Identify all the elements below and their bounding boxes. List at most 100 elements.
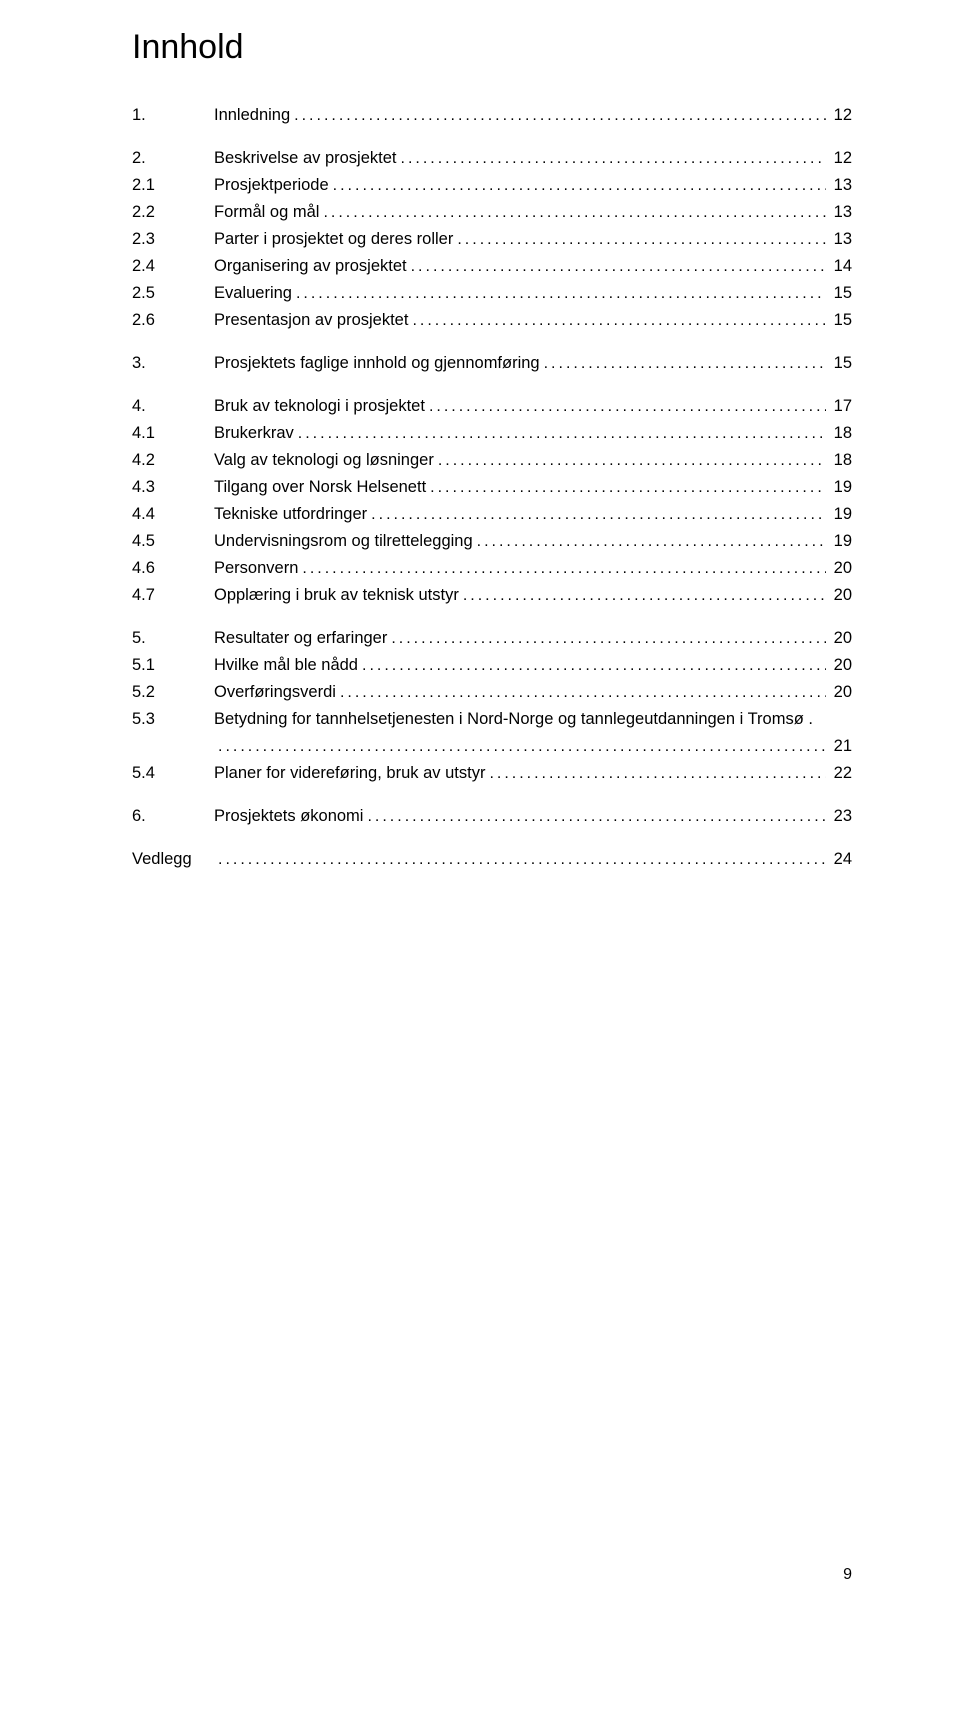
- toc-entry-number: 2.: [132, 148, 214, 169]
- toc-entry-label: Valg av teknologi og løsninger: [214, 450, 434, 471]
- toc-row: 4.Bruk av teknologi i prosjektet17: [132, 396, 852, 417]
- toc-entry-number: Vedlegg: [132, 849, 214, 870]
- toc-entry-label: Prosjektets faglige innhold og gjennomfø…: [214, 353, 540, 374]
- toc-leader-dots: [401, 149, 826, 169]
- toc-leader-dots: [362, 656, 826, 676]
- toc-entry-page: 15: [834, 310, 852, 331]
- toc-entry-page: 13: [834, 175, 852, 196]
- toc-entry-label: Opplæring i bruk av teknisk utstyr: [214, 585, 459, 606]
- toc-entry-label: Parter i prosjektet og deres roller: [214, 229, 453, 250]
- toc-leader-dots: [489, 764, 825, 784]
- toc-leader-dots: [323, 203, 825, 223]
- toc-entry-label: Personvern: [214, 558, 298, 579]
- toc-entry-page: 18: [834, 423, 852, 444]
- toc-entry-number: 2.4: [132, 256, 214, 277]
- toc-row: 2.5Evaluering15: [132, 283, 852, 304]
- toc-entry-page: 12: [834, 148, 852, 169]
- toc-row: 6.Prosjektets økonomi23: [132, 806, 852, 827]
- toc-entry-number: 5.2: [132, 682, 214, 703]
- toc-row: 2.3Parter i prosjektet og deres roller 13: [132, 229, 852, 250]
- toc-entry-number: 2.1: [132, 175, 214, 196]
- toc-entry-page: 24: [834, 849, 852, 870]
- toc-entry-label: Tekniske utfordringer: [214, 504, 367, 525]
- toc-row: 4.5Undervisningsrom og tilrettelegging 19: [132, 531, 852, 552]
- toc-group: 3.Prosjektets faglige innhold og gjennom…: [132, 353, 852, 374]
- toc-entry-label: Innledning: [214, 105, 290, 126]
- toc-entry-number: 4.5: [132, 531, 214, 552]
- toc-entry-page: 20: [834, 682, 852, 703]
- toc-entry-label: Organisering av prosjektet: [214, 256, 407, 277]
- toc-entry-label: Undervisningsrom og tilrettelegging: [214, 531, 473, 552]
- toc-entry-page: 22: [834, 763, 852, 784]
- toc-entry-number: 4.7: [132, 585, 214, 606]
- toc-entry-number: 5.4: [132, 763, 214, 784]
- toc-entry-page: 19: [834, 477, 852, 498]
- toc-entry-label: Betydning for tannhelsetjenesten i Nord-…: [214, 709, 813, 730]
- toc-entry-number: 4.1: [132, 423, 214, 444]
- toc-entry-page: 23: [834, 806, 852, 827]
- page-number: 9: [843, 1566, 852, 1584]
- toc-entry-number: 4.3: [132, 477, 214, 498]
- toc-entry-number: 2.3: [132, 229, 214, 250]
- toc-leader-dots: [430, 478, 825, 498]
- toc-entry-number: 4.4: [132, 504, 214, 525]
- toc-entry-number: 4.6: [132, 558, 214, 579]
- toc-row: 3.Prosjektets faglige innhold og gjennom…: [132, 353, 852, 374]
- toc-entry-page: 14: [834, 256, 852, 277]
- toc-entry-page: 20: [834, 628, 852, 649]
- toc-leader-dots: [412, 311, 825, 331]
- page: Innhold 1.Innledning122.Beskrivelse av p…: [0, 0, 960, 1718]
- toc-entry-label: Evaluering: [214, 283, 292, 304]
- toc-entry-page: 20: [834, 558, 852, 579]
- toc-entry-number: 5.: [132, 628, 214, 649]
- toc-entry-page: 12: [834, 105, 852, 126]
- toc-entry-number: 6.: [132, 806, 214, 827]
- toc-title: Innhold: [132, 28, 852, 67]
- toc-entry-page: 20: [834, 585, 852, 606]
- toc-leader-dots: [294, 106, 825, 126]
- toc-row: 2.6Presentasjon av prosjektet15: [132, 310, 852, 331]
- toc-leader-dots: [218, 850, 826, 870]
- toc-entry-label: Planer for videreføring, bruk av utstyr: [214, 763, 485, 784]
- toc-group: 6.Prosjektets økonomi23: [132, 806, 852, 827]
- toc-entry-page: 13: [834, 229, 852, 250]
- toc-group: 5.Resultater og erfaringer205.1Hvilke må…: [132, 628, 852, 784]
- toc-entry-page: 17: [834, 396, 852, 417]
- toc-leader-dots: [298, 424, 826, 444]
- toc-entry-label: Tilgang over Norsk Helsenett: [214, 477, 426, 498]
- toc-row: 2.2Formål og mål13: [132, 202, 852, 223]
- toc-group: Vedlegg 24: [132, 849, 852, 870]
- toc-leader-dots: [367, 807, 825, 827]
- toc-entry-label: Beskrivelse av prosjektet: [214, 148, 397, 169]
- toc-row: 4.3Tilgang over Norsk Helsenett 19: [132, 477, 852, 498]
- toc-entry-label: Prosjektperiode: [214, 175, 329, 196]
- toc-entry-number: 4.2: [132, 450, 214, 471]
- toc-row: 2.1Prosjektperiode 13: [132, 175, 852, 196]
- toc-group: 4.Bruk av teknologi i prosjektet174.1Bru…: [132, 396, 852, 606]
- toc-leader-dots: [457, 230, 825, 250]
- toc-entry-number: 5.3: [132, 709, 214, 730]
- toc-leader-dots: [340, 683, 826, 703]
- toc-leader-dots: [477, 532, 826, 552]
- toc-leader-dots: [302, 559, 825, 579]
- toc-entry-page: 19: [834, 531, 852, 552]
- toc-row: 2.Beskrivelse av prosjektet 12: [132, 148, 852, 169]
- toc-row: 4.7Opplæring i bruk av teknisk utstyr 20: [132, 585, 852, 606]
- toc-row: 5.4Planer for videreføring, bruk av utst…: [132, 763, 852, 784]
- toc-row: 4.4Tekniske utfordringer19: [132, 504, 852, 525]
- toc-row: 2.4Organisering av prosjektet 14: [132, 256, 852, 277]
- toc-entry-page: 20: [834, 655, 852, 676]
- toc-row: 5.Resultater og erfaringer20: [132, 628, 852, 649]
- toc-leader-dots: [218, 737, 826, 757]
- toc-row: 4.2Valg av teknologi og løsninger18: [132, 450, 852, 471]
- toc-entry-label: Bruk av teknologi i prosjektet: [214, 396, 425, 417]
- toc-row: 21: [132, 736, 852, 757]
- toc-entry-label: Brukerkrav: [214, 423, 294, 444]
- toc-leader-dots: [544, 354, 826, 374]
- toc-entry-number: 5.1: [132, 655, 214, 676]
- toc-row: 5.2Overføringsverdi20: [132, 682, 852, 703]
- toc-leader-dots: [391, 629, 825, 649]
- toc-entry-label: Formål og mål: [214, 202, 319, 223]
- toc-row: 4.6Personvern 20: [132, 558, 852, 579]
- toc-entry-number: 1.: [132, 105, 214, 126]
